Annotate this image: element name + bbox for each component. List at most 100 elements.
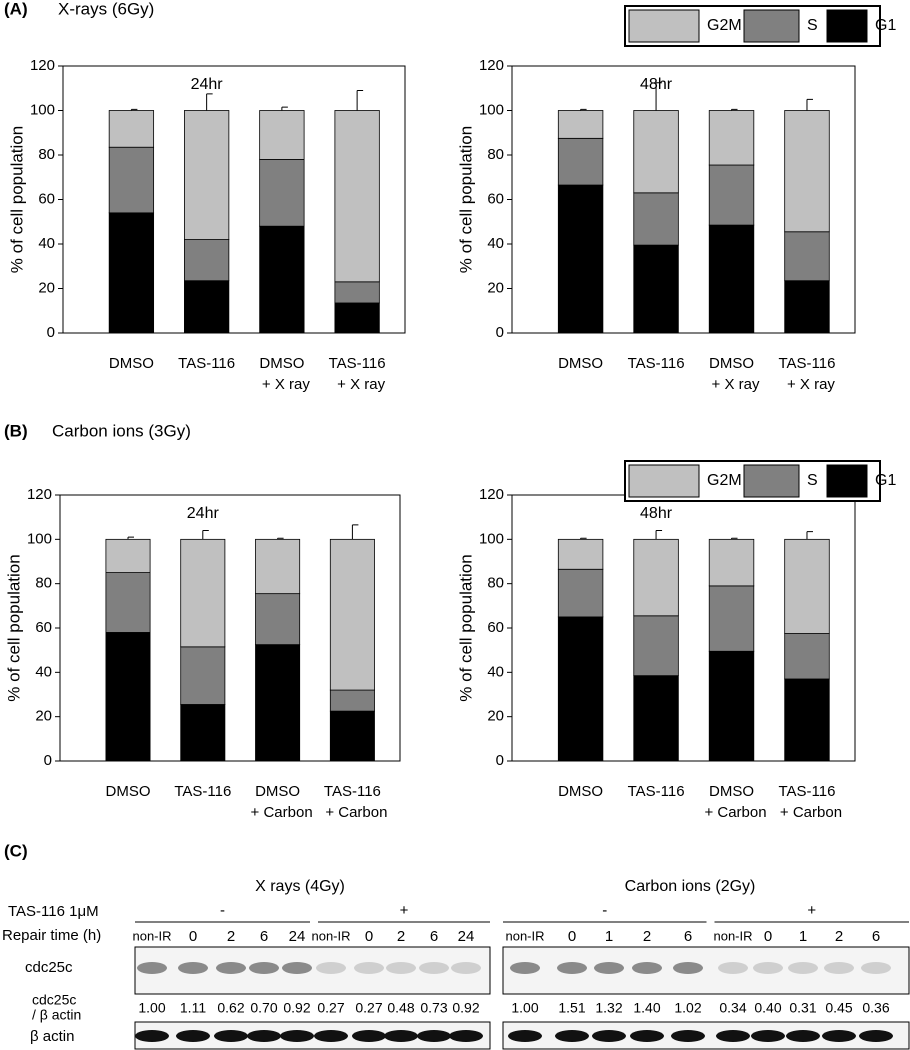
- band: [249, 962, 279, 974]
- group-title: Carbon ions (2Gy): [625, 878, 756, 895]
- y-tick-label: 60: [487, 619, 504, 636]
- repair-time: 2: [643, 928, 651, 945]
- bar-segment: [108, 110, 155, 148]
- repair-time: 0: [764, 928, 772, 945]
- bar-segment: [633, 244, 679, 334]
- bar-segment: [255, 644, 301, 762]
- repair-time: non-IR: [132, 928, 171, 943]
- bar-segment: [784, 633, 830, 680]
- x-tick-label: DMSO: [709, 355, 754, 372]
- band: [786, 1030, 820, 1042]
- repair-time: non-IR: [713, 928, 752, 943]
- repair-time: 6: [872, 928, 880, 945]
- y-tick-label: 20: [35, 708, 52, 725]
- bar-segment: [557, 538, 604, 570]
- band: [282, 962, 312, 974]
- treatment-label: +: [807, 902, 816, 919]
- ratio: 1.51: [558, 1000, 585, 1016]
- row-label: TAS-116 1μM: [8, 903, 99, 920]
- x-tick-label: + Carbon: [325, 804, 387, 821]
- band: [176, 1030, 210, 1042]
- repair-time: 1: [799, 928, 807, 945]
- legend-label: G1: [875, 17, 896, 34]
- row-label: / β actin: [32, 1007, 81, 1023]
- repair-time: 2: [227, 928, 235, 945]
- band: [510, 962, 540, 974]
- ratio: 0.45: [825, 1000, 852, 1016]
- band: [419, 962, 449, 974]
- repair-time: 1: [605, 928, 613, 945]
- band: [822, 1030, 856, 1042]
- y-tick-label: 40: [487, 235, 504, 252]
- bar-segment: [708, 224, 755, 334]
- ratio: 0.73: [420, 1000, 447, 1016]
- y-axis-label: % of cell population: [456, 554, 475, 701]
- band: [280, 1030, 314, 1042]
- band: [135, 1030, 169, 1042]
- repair-time: 0: [365, 928, 373, 945]
- ratio: 1.00: [138, 1000, 165, 1016]
- x-tick-label: TAS-116: [329, 355, 386, 372]
- bar-segment: [708, 110, 755, 166]
- row-label: cdc25c: [25, 959, 73, 976]
- bar-segment: [105, 572, 151, 633]
- y-tick-label: 100: [479, 101, 504, 118]
- ratio: 1.11: [180, 1000, 206, 1016]
- ratio: 0.31: [789, 1000, 816, 1016]
- y-tick-label: 120: [479, 486, 504, 503]
- band: [247, 1030, 281, 1042]
- y-tick-label: 0: [496, 752, 504, 769]
- error-bar: [127, 536, 134, 540]
- ratio: 0.48: [387, 1000, 414, 1016]
- y-tick-label: 120: [27, 486, 52, 503]
- y-tick-label: 0: [44, 752, 52, 769]
- x-tick-label: TAS-116: [174, 783, 231, 800]
- y-tick-label: 80: [487, 575, 504, 592]
- band: [508, 1030, 542, 1042]
- band: [314, 1030, 348, 1042]
- x-tick-label: TAS-116: [324, 783, 381, 800]
- error-bar: [655, 82, 663, 111]
- x-tick-label: TAS-116: [178, 355, 235, 372]
- panel-label: (A): [4, 0, 28, 18]
- repair-time: non-IR: [505, 928, 544, 943]
- bar-segment: [108, 212, 155, 334]
- bar-segment: [633, 110, 679, 194]
- band: [214, 1030, 248, 1042]
- bar-segment: [633, 538, 679, 617]
- legend-label: S: [807, 17, 818, 34]
- error-bar: [277, 537, 284, 540]
- y-tick-label: 40: [38, 235, 55, 252]
- bar-segment: [784, 280, 830, 334]
- chart-title: 24hr: [191, 76, 224, 93]
- x-tick-label: TAS-116: [628, 355, 685, 372]
- band: [753, 962, 783, 974]
- x-tick-label: DMSO: [259, 355, 304, 372]
- legend-swatch: [743, 9, 800, 43]
- bar-segment: [334, 281, 380, 304]
- error-bar: [580, 537, 587, 540]
- repair-time: 24: [289, 928, 306, 945]
- treatment-label: -: [602, 902, 607, 919]
- ratio: 0.92: [452, 1000, 479, 1016]
- bar-segment: [180, 538, 226, 648]
- band: [671, 1030, 705, 1042]
- band: [594, 962, 624, 974]
- ratio: 0.36: [862, 1000, 889, 1016]
- treatment-label: -: [220, 902, 225, 919]
- ratio: 1.40: [633, 1000, 660, 1016]
- y-tick-label: 60: [487, 190, 504, 207]
- x-tick-label: DMSO: [709, 783, 754, 800]
- band: [718, 962, 748, 974]
- repair-time: 2: [397, 928, 405, 945]
- legend-label: G2M: [707, 472, 742, 489]
- x-tick-label: DMSO: [106, 783, 151, 800]
- repair-time: non-IR: [311, 928, 350, 943]
- ratio: 0.27: [355, 1000, 382, 1016]
- x-tick-label: + Carbon: [780, 804, 842, 821]
- band: [632, 962, 662, 974]
- error-bar: [580, 108, 587, 111]
- band: [824, 962, 854, 974]
- bar-segment: [784, 231, 830, 282]
